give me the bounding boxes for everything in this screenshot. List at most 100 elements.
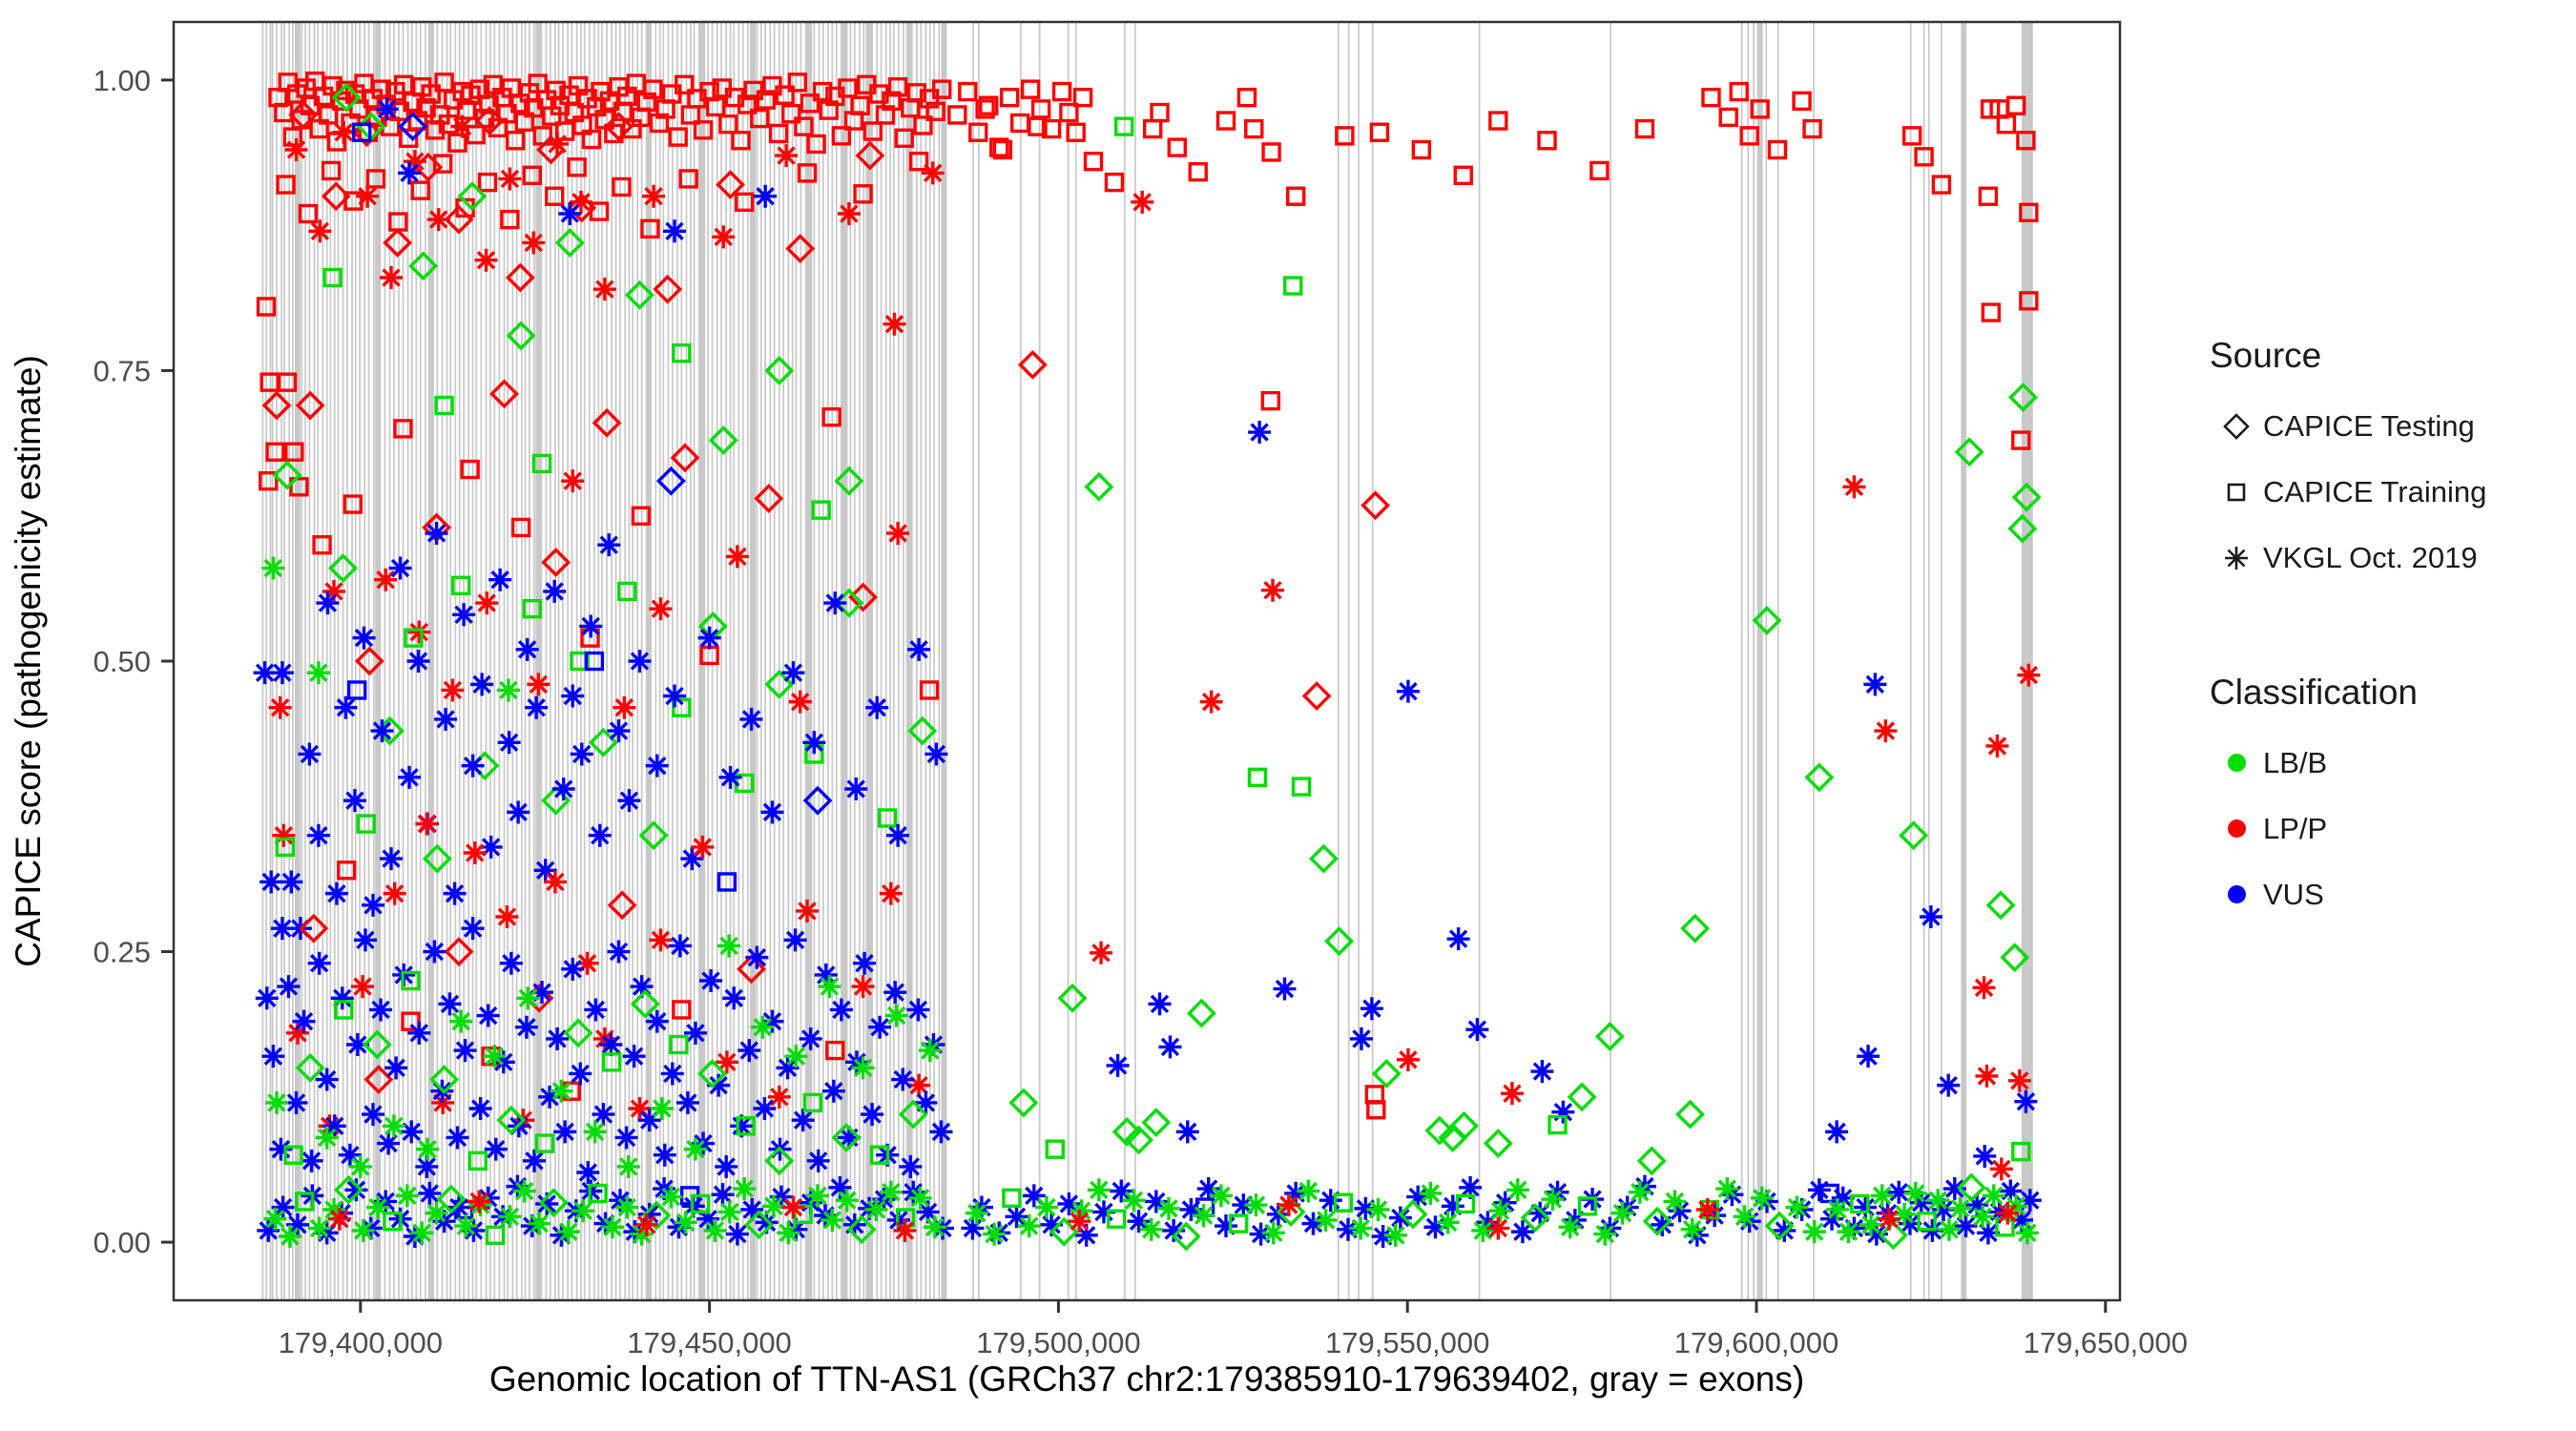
data-point xyxy=(447,133,467,153)
data-point xyxy=(821,406,841,427)
data-point xyxy=(1110,1179,1133,1203)
data-point xyxy=(722,986,746,1010)
data-point xyxy=(1360,997,1383,1021)
data-point xyxy=(886,823,910,847)
data-point xyxy=(769,1185,793,1209)
data-point xyxy=(1854,1195,1878,1219)
data-point xyxy=(1465,1018,1489,1042)
data-point xyxy=(703,1218,727,1242)
data-point xyxy=(400,1120,424,1144)
data-point xyxy=(1419,1181,1443,1205)
data-point xyxy=(750,108,770,129)
data-point xyxy=(1610,1201,1634,1225)
data-point xyxy=(1919,905,1942,928)
data-point xyxy=(257,1218,280,1242)
data-point xyxy=(280,870,303,894)
data-point xyxy=(630,988,660,1019)
data-point xyxy=(617,789,641,813)
data-point xyxy=(1017,349,1048,380)
data-point xyxy=(292,1009,316,1033)
data-point xyxy=(925,101,945,122)
data-point xyxy=(883,312,906,336)
data-point xyxy=(531,453,552,474)
data-point xyxy=(563,1018,593,1048)
data-point xyxy=(499,951,523,975)
data-point xyxy=(1594,1022,1625,1051)
data-point xyxy=(569,1062,592,1086)
data-point xyxy=(725,1222,749,1246)
data-point xyxy=(797,163,818,183)
data-point xyxy=(498,1205,522,1229)
data-point xyxy=(794,116,814,136)
data-point xyxy=(1750,99,1770,119)
data-point xyxy=(958,81,978,102)
y-tick-label: 0.25 xyxy=(93,936,151,969)
data-point xyxy=(333,1174,364,1205)
data-point xyxy=(571,1199,595,1223)
data-point xyxy=(272,823,296,847)
data-point xyxy=(1248,421,1272,445)
data-point xyxy=(818,975,841,999)
data-point xyxy=(1371,1059,1402,1089)
data-point xyxy=(382,1114,405,1138)
data-point xyxy=(450,575,471,596)
data-point xyxy=(344,1178,368,1202)
data-point xyxy=(785,234,816,263)
data-point xyxy=(1804,762,1835,793)
data-point xyxy=(802,785,833,816)
data-point xyxy=(443,881,467,905)
data-point xyxy=(932,79,952,99)
data-point xyxy=(730,1114,754,1138)
data-point xyxy=(1244,118,1264,139)
data-point xyxy=(887,77,908,97)
data-point xyxy=(1209,1184,1233,1208)
data-point xyxy=(1057,1192,1081,1215)
data-point xyxy=(643,79,663,99)
data-point xyxy=(1551,1100,1575,1124)
data-point xyxy=(351,1218,375,1242)
data-point xyxy=(352,626,376,650)
data-point xyxy=(265,1090,289,1114)
data-point xyxy=(907,716,938,746)
data-point xyxy=(850,95,870,115)
data-point xyxy=(1247,767,1268,788)
data-point xyxy=(1277,1193,1300,1217)
data-point xyxy=(1459,1175,1483,1199)
data-point xyxy=(1349,1216,1373,1240)
x-tick-label: 179,600,000 xyxy=(1674,1326,1839,1359)
data-point xyxy=(1863,673,1887,696)
data-point xyxy=(2011,430,2031,450)
data-point xyxy=(908,151,929,172)
data-point xyxy=(470,673,494,696)
data-point xyxy=(737,954,766,985)
data-point xyxy=(312,534,332,555)
data-point xyxy=(556,1220,580,1244)
data-point xyxy=(361,893,384,917)
data-point xyxy=(1188,161,1208,182)
data-point xyxy=(561,469,585,493)
data-point xyxy=(667,1215,691,1239)
data-point xyxy=(434,395,454,416)
data-point xyxy=(691,835,715,859)
data-point xyxy=(496,1105,527,1135)
data-point xyxy=(834,466,864,496)
data-point xyxy=(663,684,687,708)
data-point xyxy=(875,105,896,125)
data-point xyxy=(2016,131,2036,151)
data-point xyxy=(637,1202,661,1226)
data-point xyxy=(525,695,549,719)
data-point xyxy=(862,121,883,141)
data-point xyxy=(1276,1197,1306,1227)
data-point xyxy=(398,765,422,789)
data-point xyxy=(1388,1206,1412,1230)
data-point xyxy=(1909,1191,1933,1214)
data-point xyxy=(725,545,749,569)
data-point xyxy=(380,266,404,289)
data-point xyxy=(699,969,723,992)
data-point xyxy=(800,93,821,114)
data-point xyxy=(370,719,394,743)
data-point xyxy=(1718,107,1738,128)
data-point xyxy=(1899,820,1929,851)
data-point xyxy=(593,1212,617,1235)
data-point xyxy=(975,99,995,119)
